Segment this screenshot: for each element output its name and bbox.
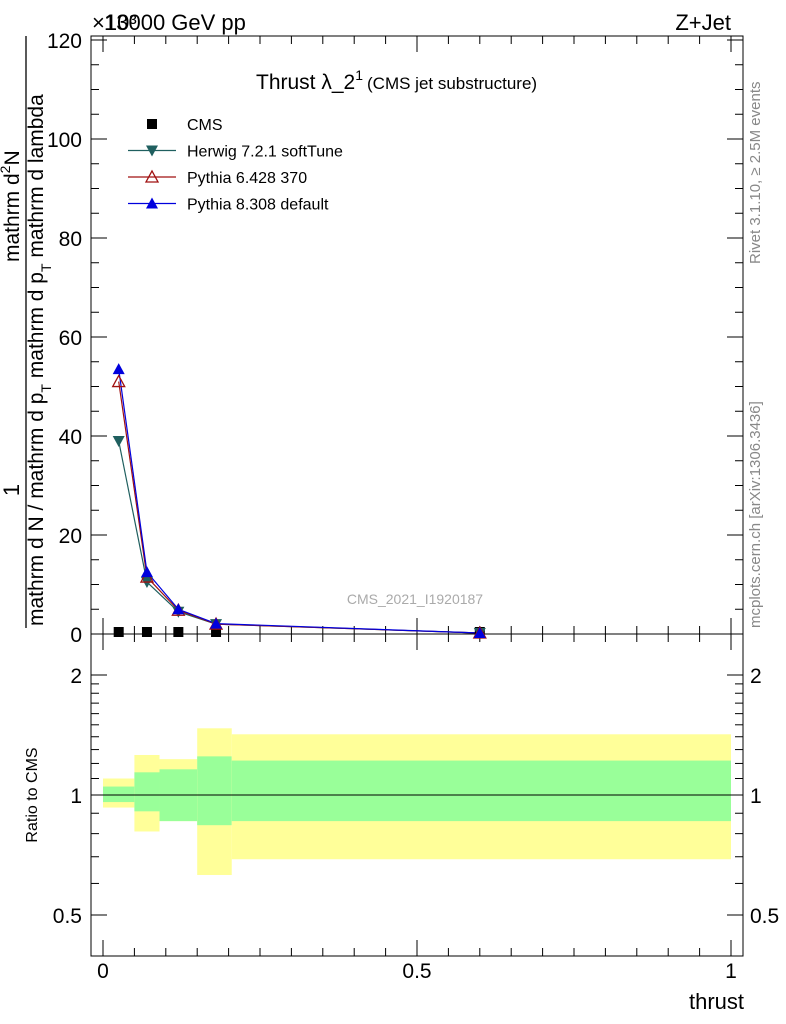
ylabel-denominator-sub: T — [38, 384, 54, 393]
legend-marker-2 — [144, 169, 160, 183]
ratio-ytick-label-right: 2 — [750, 665, 762, 688]
legend-label-3: Pythia 8.308 default — [187, 197, 329, 214]
ratio-ytick-label: 1 — [70, 785, 82, 808]
rivet-version-label: Rivet 3.1.10, ≥ 2.5M events — [747, 82, 764, 265]
ylabel-numerator-super: 2 — [0, 165, 13, 173]
ylabel-numerator: mathrm d — [1, 173, 24, 262]
ratio-xtick-label: 0.5 — [402, 960, 431, 983]
mcplots-label: mcplots.cern.ch [arXiv:1306.3436] — [747, 401, 764, 628]
series-0-point-0 — [113, 627, 124, 637]
main-ytick-label: 0 — [70, 624, 82, 647]
ylabel-numerator-end: N — [1, 150, 24, 165]
legend-marker-3 — [146, 197, 158, 209]
ratio-bands — [103, 728, 732, 875]
ylabel-prefix: 1 — [0, 484, 24, 496]
chart-subtitle: (CMS jet substructure) — [367, 74, 537, 93]
ratio-stat-band-0 — [103, 786, 135, 803]
legend-marker-1 — [146, 145, 158, 157]
main-ytick-label: 40 — [59, 426, 82, 449]
series-0-point-1 — [141, 627, 152, 637]
main-ytick-label: 60 — [59, 327, 82, 350]
ylabel-denominator: mathrm d N / mathrm d p — [25, 393, 48, 626]
chart-title-main: Thrust λ_2 — [256, 71, 355, 94]
ratio-axis-ticks: 0.5 0.5 1 1 2 2 0 0.5 1 — [53, 634, 779, 983]
ratio-ytick-label: 0.5 — [53, 905, 82, 928]
svg-text:mathrm d N / mathrm d pT mathr: mathrm d N / mathrm d pT mathrm d pT mat… — [25, 94, 54, 626]
series-3-point-1 — [140, 566, 153, 578]
xlabel: thrust — [689, 989, 744, 1014]
series-3-point-4 — [473, 627, 486, 639]
ratio-stat-band-4 — [231, 760, 732, 822]
series-2-point-0 — [111, 374, 126, 388]
ylabel-denominator-end2: mathrm d lambda — [25, 94, 48, 264]
chart-title: Thrust λ_21 (CMS jet substructure) — [256, 67, 537, 94]
legend-marker-0 — [147, 119, 157, 129]
series-1-point-0 — [112, 435, 125, 447]
legend-label-0: CMS — [187, 117, 223, 134]
ylabel-denominator-sub2: T — [38, 263, 54, 272]
chart-title-superscript: 1 — [355, 67, 363, 83]
ratio-stat-band-1 — [134, 772, 160, 812]
ratio-xtick-label: 1 — [725, 960, 737, 983]
series-0-point-2 — [173, 627, 184, 637]
ratio-ytick-label-right: 1 — [750, 785, 762, 808]
main-axis-ticks: 0 20 40 60 80 100 120 — [47, 30, 743, 647]
legend-label-1: Herwig 7.2.1 softTune — [187, 144, 343, 161]
process-label: Z+Jet — [675, 10, 731, 35]
main-ylabel: 1 mathrm d N / mathrm d pT mathrm d pT m… — [0, 36, 54, 628]
main-ytick-label: 120 — [47, 30, 82, 53]
watermark: CMS_2021_I1920187 — [347, 591, 483, 607]
ylabel-denominator-end: mathrm d p — [25, 272, 48, 384]
ratio-plot-frame — [90, 633, 744, 957]
ratio-xtick-label: 0 — [97, 960, 109, 983]
series-markers — [111, 363, 487, 640]
exponent-label: ×10³ — [92, 10, 137, 35]
series-3-point-3 — [210, 617, 223, 629]
main-ytick-label: 20 — [59, 525, 82, 548]
legend: CMS Herwig 7.2.1 softTune Pythia 6.428 370… — [128, 117, 343, 214]
svg-text:mathrm d2N: mathrm d2N — [0, 150, 24, 262]
series-3-point-0 — [112, 363, 125, 375]
ratio-ylabel: Ratio to CMS — [24, 747, 41, 842]
main-ytick-label: 80 — [59, 228, 82, 251]
ratio-ytick-label: 2 — [70, 665, 82, 688]
legend-label-2: Pythia 6.428 370 — [187, 170, 307, 187]
energy-label: 13000 GeV pp — [104, 10, 246, 35]
ratio-ytick-label-right: 0.5 — [750, 905, 779, 928]
series-0-point-3 — [211, 627, 222, 637]
series-3-point-2 — [172, 603, 185, 615]
main-ytick-label: 100 — [47, 129, 82, 152]
ratio-stat-band-3 — [197, 756, 232, 826]
